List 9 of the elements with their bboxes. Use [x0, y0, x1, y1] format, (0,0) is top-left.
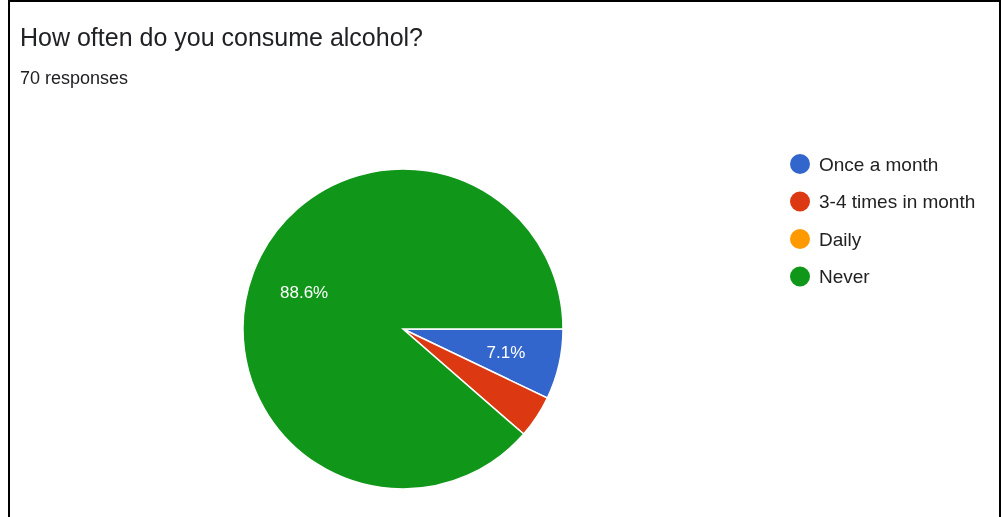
chart-title: How often do you consume alcohol? [20, 23, 424, 51]
legend-label: 3-4 times in month [819, 191, 976, 213]
legend-label: Once a month [819, 153, 939, 175]
data-label: 7.1% [486, 343, 526, 363]
text: 70 responses [20, 68, 129, 88]
legend-label: Daily [819, 228, 862, 250]
pie-slice [242, 168, 564, 490]
data-label: 88.6% [280, 282, 329, 302]
legend-label: Never [819, 266, 871, 288]
